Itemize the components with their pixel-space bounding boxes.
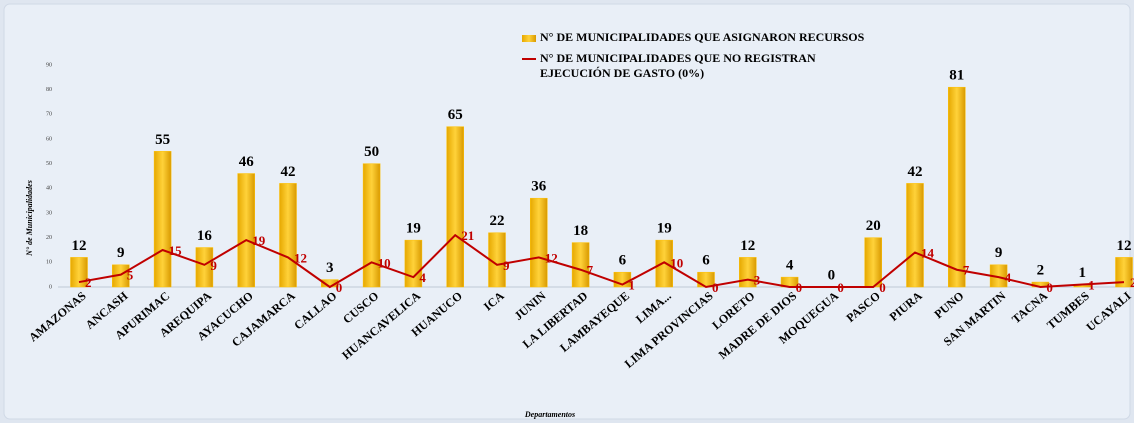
legend-item: N° DE MUNICIPALIDADES QUE NO REGISTRAN E… <box>522 51 882 81</box>
line-value-label: 10 <box>378 255 391 270</box>
line-value-label: 12 <box>294 250 307 265</box>
y-tick-label: 0 <box>49 284 52 290</box>
bar-value-label: 9 <box>117 245 125 261</box>
bar-value-label: 19 <box>657 221 672 237</box>
bar-value-label: 6 <box>702 253 710 269</box>
bar <box>195 247 214 288</box>
bar <box>655 239 673 288</box>
y-tick-label: 30 <box>46 210 52 216</box>
line-value-label: 15 <box>169 243 183 258</box>
line-value-label: 19 <box>252 233 266 248</box>
line-value-label: 12 <box>545 250 558 265</box>
bar-value-label: 50 <box>364 144 379 160</box>
legend-key <box>522 35 536 42</box>
line-value-label: 10 <box>670 255 683 270</box>
bar <box>571 242 590 288</box>
legend-label: N° DE MUNICIPALIDADES QUE NO REGISTRAN E… <box>540 51 816 80</box>
line-value-label: 9 <box>503 258 510 273</box>
line-value-label: 4 <box>1005 270 1012 285</box>
bar-value-label: 46 <box>239 154 255 170</box>
bar <box>70 257 88 288</box>
bar <box>906 183 924 288</box>
line-value-label: 0 <box>879 280 886 295</box>
bar <box>362 163 381 288</box>
line-value-label: 14 <box>921 245 935 260</box>
line-value-label: 3 <box>754 273 761 288</box>
line-value-label: 0 <box>796 280 803 295</box>
bar-value-label: 0 <box>828 267 836 283</box>
line-value-label: 7 <box>587 263 594 278</box>
bar-value-label: 36 <box>531 179 547 195</box>
line-value-label: 0 <box>336 280 343 295</box>
line-value-label: 21 <box>461 228 474 243</box>
y-tick-label: 80 <box>46 87 52 93</box>
bar <box>446 126 464 288</box>
bar-value-label: 18 <box>573 223 588 239</box>
line-value-label: 2 <box>85 275 92 290</box>
bar-value-label: 42 <box>281 164 296 180</box>
line-value-label: 5 <box>127 268 134 283</box>
line-value-label: 7 <box>963 263 970 278</box>
bar <box>279 183 297 288</box>
bar-value-label: 65 <box>448 107 463 123</box>
bar-value-label: 12 <box>1117 238 1132 254</box>
legend: N° DE MUNICIPALIDADES QUE ASIGNARON RECU… <box>522 30 882 87</box>
y-tick-label: 50 <box>46 161 52 167</box>
bar-value-label: 12 <box>740 238 755 254</box>
bar-value-label: 3 <box>326 260 334 276</box>
y-tick-label: 90 <box>46 62 52 68</box>
chart-frame <box>3 3 1131 420</box>
line-value-label: 1 <box>1088 278 1095 293</box>
y-axis-title: N° de Municipalidades <box>25 180 34 257</box>
bar <box>1115 257 1133 288</box>
bar-value-label: 2 <box>1037 263 1045 279</box>
line-value-label: 0 <box>1046 280 1053 295</box>
bar <box>237 173 255 288</box>
y-tick-label: 40 <box>46 186 52 192</box>
y-tick-label: 60 <box>46 136 52 142</box>
line-value-label: 1 <box>628 278 635 293</box>
bar <box>153 151 172 288</box>
bar-value-label: 20 <box>866 218 881 234</box>
line-value-label: 4 <box>419 270 426 285</box>
y-tick-label: 10 <box>46 260 52 266</box>
y-tick-label: 20 <box>46 235 52 241</box>
legend-item: N° DE MUNICIPALIDADES QUE ASIGNARON RECU… <box>522 30 882 45</box>
line-value-label: 0 <box>837 280 844 295</box>
bar-value-label: 22 <box>490 213 505 229</box>
bar <box>948 86 966 288</box>
bar-value-label: 16 <box>197 228 213 244</box>
bar-value-label: 42 <box>908 164 923 180</box>
line-value-label: 0 <box>712 280 719 295</box>
legend-label: N° DE MUNICIPALIDADES QUE ASIGNARON RECU… <box>540 30 865 44</box>
y-tick-label: 70 <box>46 112 52 118</box>
line <box>78 233 1125 289</box>
bar-value-label: 4 <box>786 258 794 274</box>
bar-value-label: 6 <box>619 253 627 269</box>
bar <box>530 197 548 288</box>
bar-value-label: 9 <box>995 245 1003 261</box>
bar-value-label: 81 <box>949 68 964 84</box>
bar-value-label: 19 <box>406 221 421 237</box>
bar-value-label: 1 <box>1078 265 1086 281</box>
line-value-label: 2 <box>1130 275 1134 290</box>
x-axis-title: Departamentos <box>524 410 575 419</box>
legend-key <box>522 58 536 60</box>
line-value-label: 9 <box>210 258 217 273</box>
bar-value-label: 12 <box>72 238 87 254</box>
bar-value-label: 55 <box>155 132 170 148</box>
